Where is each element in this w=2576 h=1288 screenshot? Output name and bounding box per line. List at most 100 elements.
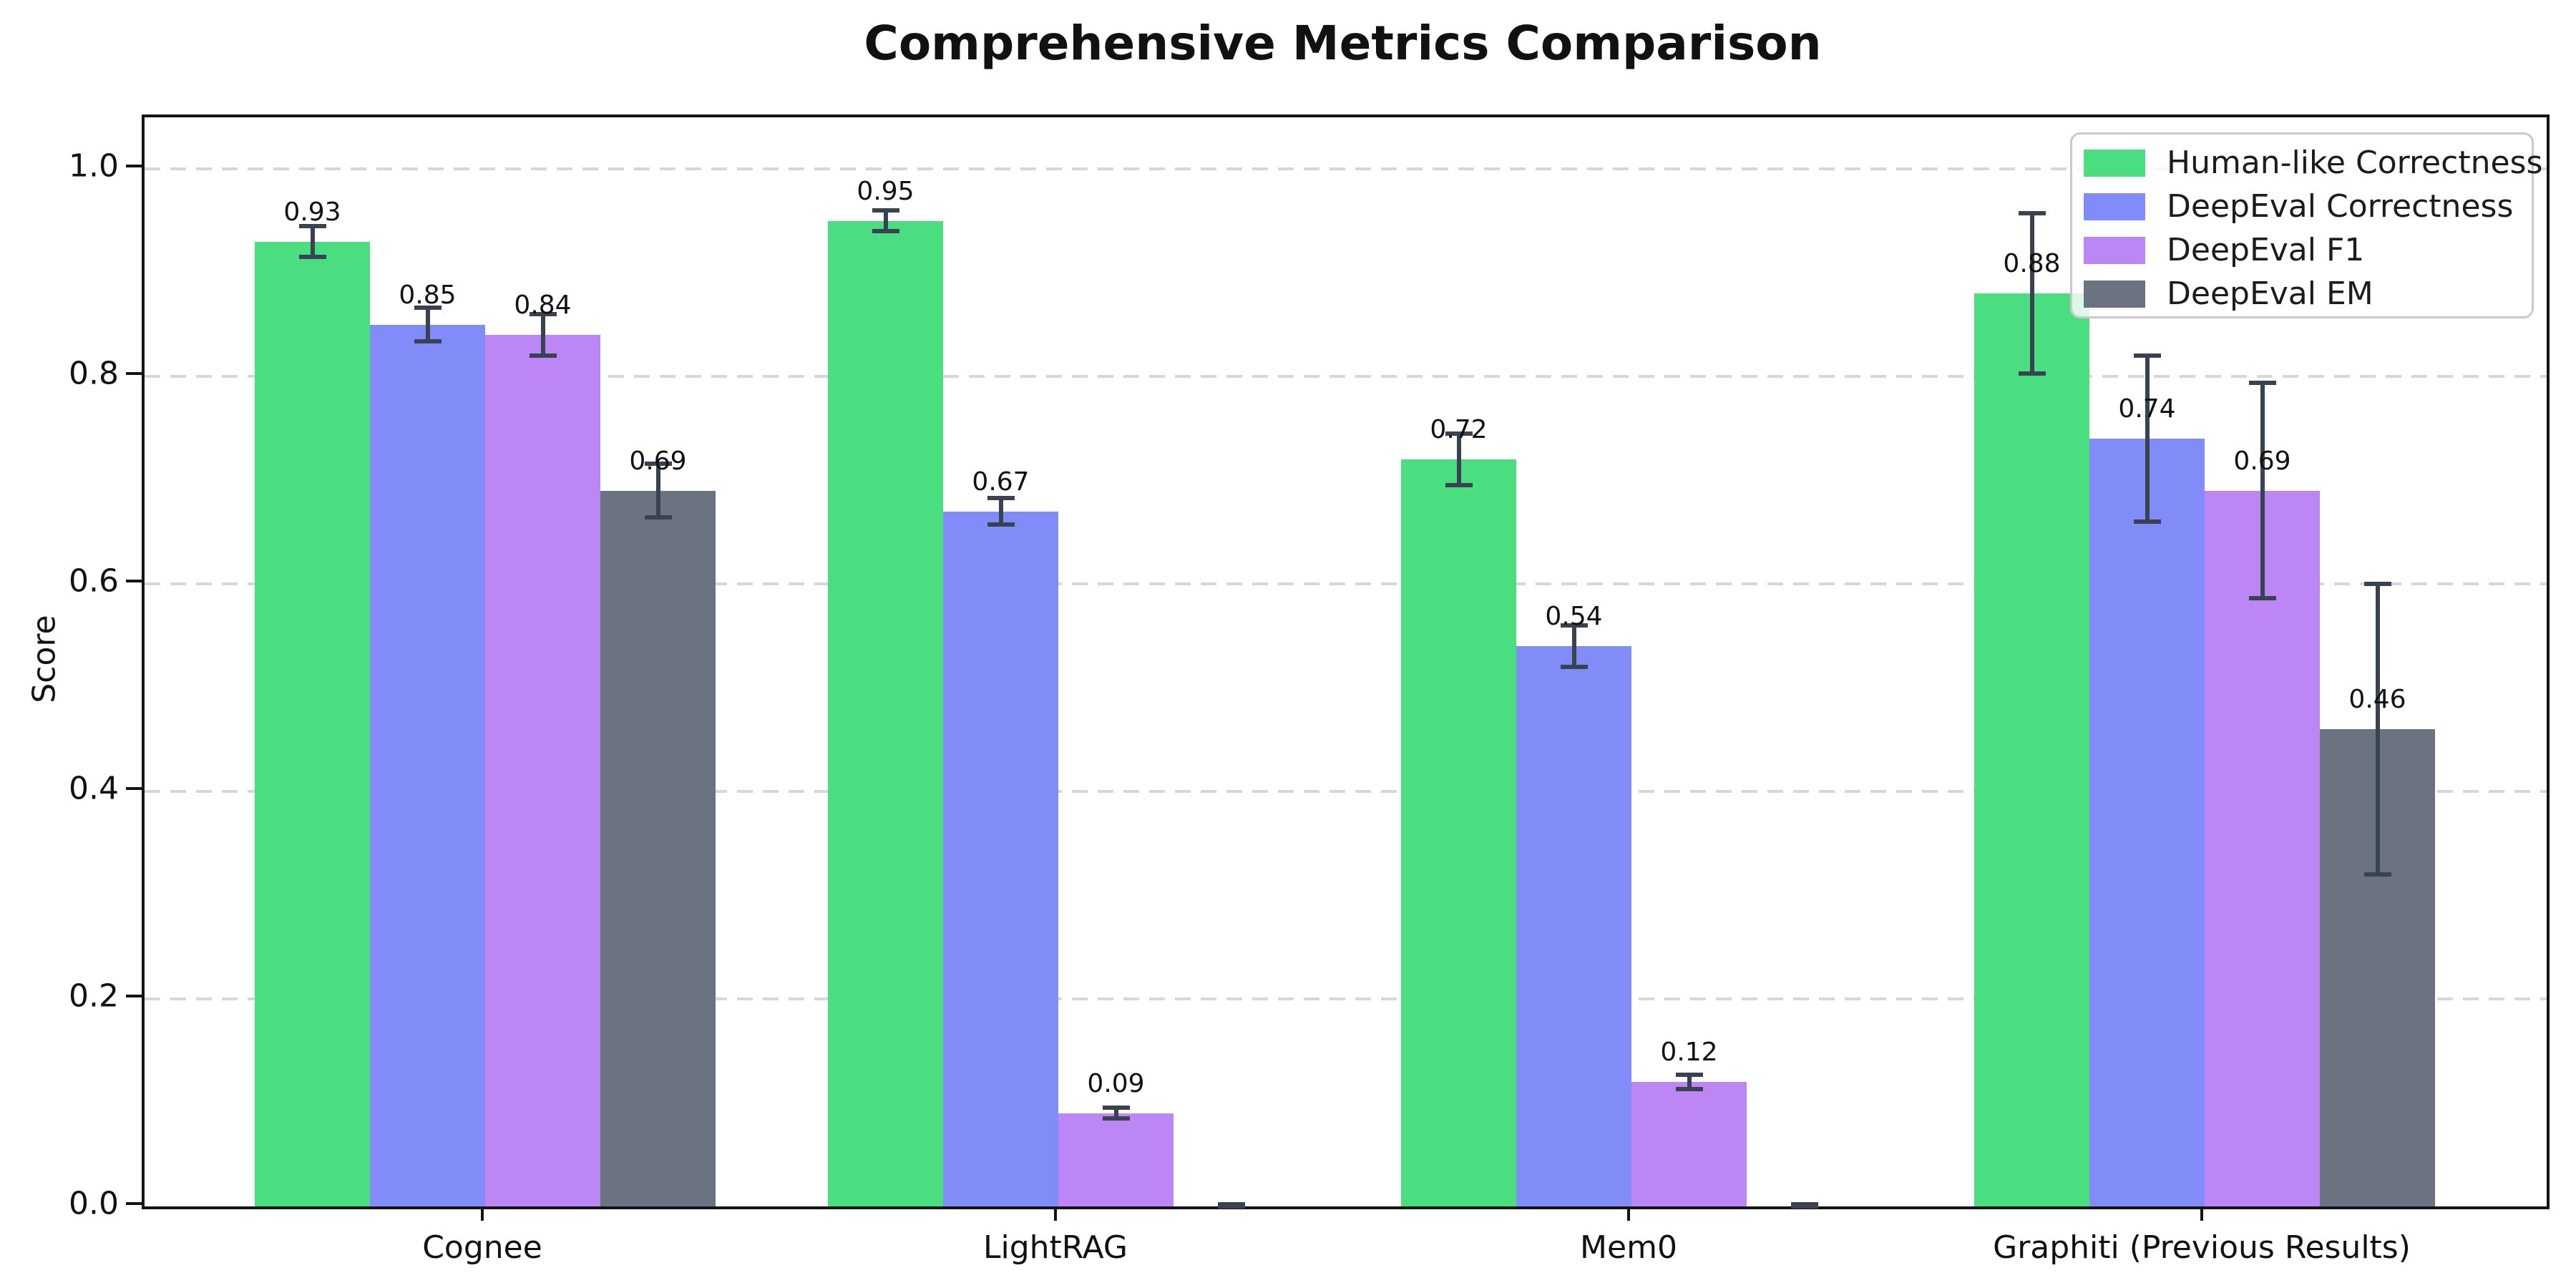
gridline-y-0.8: [145, 375, 2547, 378]
bar-value-label-human-like-correctness-cognee: 0.93: [283, 197, 341, 227]
bar-value-label-deepeval-f1-mem0: 0.12: [1660, 1038, 1718, 1067]
error-cap-bottom-human-like-correctness-graphiti-previous-results: [2018, 371, 2046, 376]
gridline-y-0.6: [145, 582, 2547, 585]
legend-swatch-deepeval-f1: [2084, 236, 2145, 264]
error-bar-deepeval-correctness-mem0: [1571, 625, 1576, 667]
y-tick-label-0.0: 0.0: [69, 1185, 119, 1222]
y-tick-label-1.0: 1.0: [69, 147, 119, 185]
bar-deepeval-correctness-graphiti-previous-results: [2089, 439, 2205, 1206]
error-bar-deepeval-em-graphiti-previous-results: [2375, 584, 2380, 874]
bar-deepeval-f1-lightrag: [1058, 1113, 1174, 1206]
error-cap-top-human-like-correctness-cognee: [298, 223, 326, 228]
y-tick-0.4: [126, 787, 142, 790]
y-tick-0: [126, 1202, 142, 1205]
gridline-y-1: [145, 167, 2547, 170]
bar-deepeval-f1-mem0: [1631, 1082, 1747, 1206]
y-axis-label: Score: [26, 615, 63, 703]
error-cap-bottom-deepeval-correctness-lightrag: [987, 522, 1015, 527]
chart-title: Comprehensive Metrics Comparison: [864, 16, 1822, 71]
error-cap-top-deepeval-correctness-graphiti-previous-results: [2133, 353, 2161, 358]
gridline-y-0.2: [145, 997, 2547, 1000]
y-tick-label-0.6: 0.6: [69, 562, 119, 600]
bar-human-like-correctness-mem0: [1401, 459, 1516, 1206]
legend-label-deepeval-correctness: DeepEval Correctness: [2167, 188, 2514, 225]
error-cap-bottom-deepeval-f1-lightrag: [1102, 1116, 1130, 1121]
legend-entry-deepeval-f1: DeepEval F1: [2072, 228, 2532, 272]
bar-value-label-deepeval-correctness-cognee: 0.85: [399, 280, 457, 310]
error-cap-bottom-deepeval-em-mem0: [1790, 1204, 1818, 1209]
bar-value-label-deepeval-f1-cognee: 0.84: [514, 291, 572, 320]
error-cap-top-human-like-correctness-mem0: [1445, 431, 1473, 436]
error-cap-bottom-deepeval-f1-cognee: [529, 353, 557, 358]
bar-deepeval-correctness-cognee: [370, 324, 485, 1206]
bar-human-like-correctness-lightrag: [828, 220, 943, 1206]
y-tick-0.8: [126, 372, 142, 375]
y-tick-1: [126, 165, 142, 167]
bar-deepeval-correctness-lightrag: [943, 511, 1058, 1206]
error-bar-human-like-correctness-graphiti-previous-results: [2029, 213, 2034, 374]
error-cap-top-deepeval-f1-graphiti-previous-results: [2248, 380, 2276, 385]
y-tick-0.2: [126, 995, 142, 997]
error-cap-top-deepeval-correctness-cognee: [414, 306, 441, 311]
bar-deepeval-f1-cognee: [485, 335, 600, 1206]
error-bar-deepeval-f1-graphiti-previous-results: [2260, 382, 2265, 599]
error-bar-human-like-correctness-lightrag: [883, 210, 888, 231]
legend-swatch-deepeval-correctness: [2084, 192, 2145, 220]
error-cap-bottom-deepeval-f1-graphiti-previous-results: [2248, 596, 2276, 601]
bar-value-label-deepeval-em-graphiti-previous-results: 0.46: [2348, 685, 2406, 714]
error-cap-bottom-human-like-correctness-mem0: [1445, 483, 1473, 488]
legend-label-deepeval-em: DeepEval EM: [2167, 275, 2373, 312]
y-tick-label-0.4: 0.4: [69, 770, 119, 807]
legend-entry-human-like-correctness: Human-like Correctness: [2072, 141, 2542, 185]
error-bar-deepeval-f1-mem0: [1687, 1074, 1692, 1090]
x-tick-graphiti-previous-results: [2200, 1206, 2203, 1221]
error-cap-bottom-deepeval-em-cognee: [644, 515, 672, 520]
error-cap-top-deepeval-f1-mem0: [1675, 1072, 1703, 1077]
error-bar-deepeval-correctness-graphiti-previous-results: [2145, 356, 2150, 522]
error-cap-bottom-deepeval-em-graphiti-previous-results: [2363, 872, 2391, 877]
error-cap-bottom-deepeval-f1-mem0: [1675, 1087, 1703, 1092]
bar-human-like-correctness-cognee: [255, 241, 370, 1206]
legend-label-deepeval-f1: DeepEval F1: [2167, 232, 2365, 268]
legend-entry-deepeval-correctness: DeepEval Correctness: [2072, 185, 2532, 228]
bar-value-label-deepeval-f1-graphiti-previous-results: 0.69: [2233, 446, 2291, 476]
legend-label-human-like-correctness: Human-like Correctness: [2167, 145, 2543, 181]
error-bar-deepeval-em-cognee: [655, 463, 660, 518]
x-tick-cognee: [481, 1206, 484, 1221]
error-cap-bottom-deepeval-correctness-mem0: [1560, 665, 1588, 669]
x-category-label-lightrag: LightRAG: [982, 1229, 1128, 1266]
error-cap-bottom-deepeval-em-lightrag: [1217, 1204, 1245, 1209]
y-tick-0.6: [126, 580, 142, 582]
error-cap-top-deepeval-correctness-mem0: [1560, 623, 1588, 628]
bar-value-label-human-like-correctness-mem0: 0.72: [1430, 415, 1488, 444]
bar-value-label-human-like-correctness-graphiti-previous-results: 0.88: [2003, 249, 2061, 278]
x-category-label-cognee: Cognee: [422, 1229, 542, 1266]
error-bar-human-like-correctness-cognee: [310, 225, 315, 258]
error-bar-human-like-correctness-mem0: [1456, 433, 1461, 486]
error-cap-bottom-human-like-correctness-lightrag: [872, 229, 899, 233]
bar-value-label-deepeval-correctness-mem0: 0.54: [1545, 602, 1603, 631]
error-cap-bottom-human-like-correctness-cognee: [298, 255, 326, 260]
x-category-label-mem0: Mem0: [1580, 1229, 1677, 1266]
x-tick-mem0: [1627, 1206, 1630, 1221]
y-tick-label-0.8: 0.8: [69, 355, 119, 392]
bar-value-label-deepeval-f1-lightrag: 0.09: [1087, 1068, 1145, 1098]
y-tick-label-0.2: 0.2: [69, 977, 119, 1015]
error-cap-top-human-like-correctness-graphiti-previous-results: [2018, 211, 2046, 216]
error-cap-top-deepeval-f1-lightrag: [1102, 1106, 1130, 1111]
legend-entry-deepeval-em: DeepEval EM: [2072, 272, 2532, 316]
gridline-y-0.4: [145, 790, 2547, 793]
error-bar-deepeval-f1-cognee: [540, 314, 545, 356]
bar-deepeval-em-cognee: [600, 490, 716, 1206]
error-cap-top-human-like-correctness-lightrag: [872, 208, 899, 213]
bar-human-like-correctness-graphiti-previous-results: [1974, 293, 2089, 1206]
error-cap-top-deepeval-correctness-lightrag: [987, 495, 1015, 500]
error-cap-top-deepeval-em-graphiti-previous-results: [2363, 582, 2391, 586]
error-cap-top-deepeval-f1-cognee: [529, 312, 557, 316]
bar-value-label-human-like-correctness-lightrag: 0.95: [857, 176, 914, 206]
error-bar-deepeval-correctness-lightrag: [998, 497, 1003, 525]
error-cap-top-deepeval-em-cognee: [644, 461, 672, 466]
bar-value-label-deepeval-em-cognee: 0.69: [629, 446, 687, 476]
error-cap-bottom-deepeval-correctness-graphiti-previous-results: [2133, 519, 2161, 524]
